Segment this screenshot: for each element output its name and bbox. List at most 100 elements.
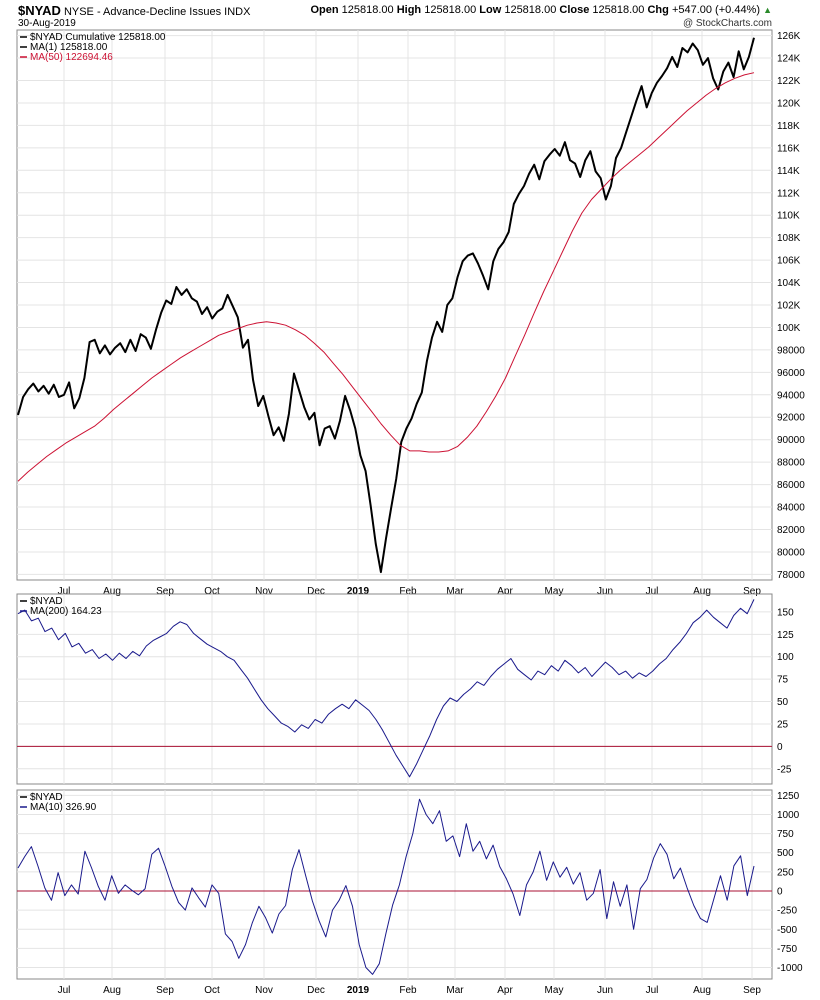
y-tick-label: 25 <box>777 719 789 730</box>
open-value: 125818.00 <box>341 4 394 16</box>
open-label: Open <box>310 4 339 16</box>
symbol: $NYAD <box>18 3 61 18</box>
y-tick-label: 104K <box>777 278 801 289</box>
close-label: Close <box>559 4 590 16</box>
legend-entry: MA(10) 326.90 <box>30 802 97 813</box>
x-tick-label: Aug <box>693 586 711 597</box>
description: NYSE - Advance-Decline Issues <box>63 6 222 18</box>
y-tick-label: 126K <box>777 31 801 42</box>
x-tick-label: Aug <box>693 985 711 996</box>
x-tick-label: Jul <box>58 985 71 996</box>
ohlc-readout: Open 125818.00 High 125818.00 Low 125818… <box>310 4 772 16</box>
high-value: 125818.00 <box>424 4 477 16</box>
close-value: 125818.00 <box>592 4 645 16</box>
y-tick-label: -750 <box>777 944 797 955</box>
panel-frame <box>16 593 773 785</box>
y-tick-label: 108K <box>777 233 801 244</box>
chart-header: $NYAD NYSE - Advance-Decline Issues INDX… <box>18 3 772 18</box>
y-tick-label: 124K <box>777 54 801 65</box>
x-tick-label: Oct <box>204 985 220 996</box>
x-tick-label: Mar <box>446 985 464 996</box>
y-tick-label: 118K <box>777 121 800 132</box>
chg-value: +547.00 (+0.44%) <box>671 4 761 16</box>
y-tick-label: 92000 <box>777 413 805 424</box>
x-tick-label: Mar <box>446 586 464 597</box>
x-tick-label: Sep <box>743 985 761 996</box>
legend-entry: $NYAD <box>30 596 63 607</box>
y-tick-label: 90000 <box>777 435 805 446</box>
low-label: Low <box>479 4 502 16</box>
legend-entry: MA(200) 164.23 <box>30 606 102 617</box>
y-tick-label: 125 <box>777 630 794 641</box>
x-tick-label: Aug <box>103 985 121 996</box>
y-tick-label: 50 <box>777 697 789 708</box>
x-tick-label: 2019 <box>347 586 370 597</box>
x-tick-label: Jun <box>597 985 613 996</box>
y-tick-label: 88000 <box>777 458 805 469</box>
x-tick-label: Dec <box>307 985 325 996</box>
y-tick-label: 150 <box>777 607 794 618</box>
y-tick-label: 112K <box>777 188 800 199</box>
legend-entry: $NYAD Cumulative 125818.00 <box>30 32 166 43</box>
y-tick-label: 78000 <box>777 570 805 581</box>
y-tick-label: 500 <box>777 848 794 859</box>
y-tick-label: 250 <box>777 867 794 878</box>
series-line-ma10 <box>17 798 755 975</box>
y-tick-label: 122K <box>777 76 801 87</box>
legend-entry: $NYAD <box>30 792 63 803</box>
x-tick-label: Apr <box>497 586 513 597</box>
x-tick-label: Jun <box>597 586 613 597</box>
credit-text: @ StockCharts.com <box>682 18 772 29</box>
x-tick-label: Dec <box>307 586 325 597</box>
y-tick-label: 96000 <box>777 368 805 379</box>
x-tick-label: Nov <box>255 586 273 597</box>
x-tick-label: Feb <box>399 586 417 597</box>
low-value: 125818.00 <box>504 4 557 16</box>
series-line-cumulative <box>17 37 755 574</box>
x-tick-label: May <box>545 586 564 597</box>
y-tick-label: 94000 <box>777 390 805 401</box>
series-line-ma50 <box>17 72 755 482</box>
x-tick-label: Oct <box>204 586 220 597</box>
y-tick-label: 0 <box>777 742 783 753</box>
x-tick-label: May <box>545 985 564 996</box>
panel-frame <box>16 789 773 980</box>
exchange: INDX <box>224 6 251 18</box>
y-tick-label: -250 <box>777 906 797 917</box>
y-tick-label: 98000 <box>777 345 805 356</box>
y-tick-label: 84000 <box>777 503 805 514</box>
x-tick-label: Sep <box>156 985 174 996</box>
y-tick-label: 1000 <box>777 810 800 821</box>
y-tick-label: 86000 <box>777 480 805 491</box>
high-label: High <box>396 4 422 16</box>
y-tick-label: 110K <box>777 211 800 222</box>
x-tick-label: Jul <box>646 586 659 597</box>
x-tick-label: Jul <box>58 586 71 597</box>
y-tick-label: 114K <box>777 166 800 177</box>
x-tick-label: Aug <box>103 586 121 597</box>
y-tick-label: 1250 <box>777 791 800 802</box>
x-tick-label: Sep <box>743 586 761 597</box>
y-tick-label: 100 <box>777 652 794 663</box>
x-tick-label: Nov <box>255 985 273 996</box>
y-tick-label: -500 <box>777 925 797 936</box>
up-triangle-icon: ▲ <box>763 5 772 15</box>
legend-entry: MA(50) 122694.46 <box>30 52 113 63</box>
legend-entry: MA(1) 125818.00 <box>30 42 108 53</box>
y-tick-label: 106K <box>777 256 801 267</box>
x-tick-label: Feb <box>399 985 417 996</box>
y-tick-label: 80000 <box>777 547 805 558</box>
y-tick-label: 100K <box>777 323 801 334</box>
y-tick-label: 0 <box>777 887 783 898</box>
series-line-ma200 <box>17 599 755 778</box>
y-tick-label: 750 <box>777 829 794 840</box>
chart-date: 30-Aug-2019 <box>18 18 76 29</box>
y-tick-label: 116K <box>777 143 800 154</box>
x-tick-label: Sep <box>156 586 174 597</box>
x-tick-label: Jul <box>646 985 659 996</box>
y-tick-label: -25 <box>777 764 792 775</box>
y-tick-label: 75 <box>777 675 789 686</box>
y-tick-label: 82000 <box>777 525 805 536</box>
chg-label: Chg <box>647 4 669 16</box>
